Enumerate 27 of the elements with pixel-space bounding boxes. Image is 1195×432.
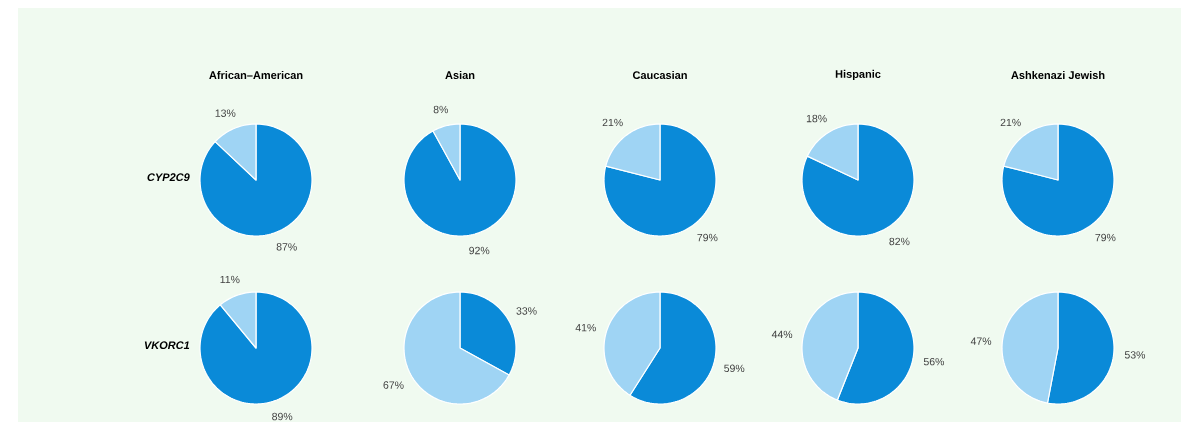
data-label: 89% [272, 412, 293, 421]
data-label: 41% [575, 324, 596, 332]
data-label: 82% [889, 237, 910, 246]
chart-title: Ashkenazi Jewish [1011, 70, 1105, 80]
data-label: 47% [970, 337, 992, 345]
text: VKORC1 [144, 341, 190, 350]
data-label: 11% [220, 275, 240, 284]
data-label: 18% [806, 114, 827, 123]
chart-title: Caucasian [632, 70, 687, 80]
text: CYP2C9 [147, 173, 190, 182]
chart-title: Hispanic [835, 69, 881, 81]
data-label: 87% [276, 243, 297, 251]
data-label: 44% [771, 330, 793, 339]
data-label: 56% [923, 357, 945, 366]
data-label: 59% [724, 364, 745, 373]
data-label: 13% [215, 109, 236, 117]
data-label: 33% [516, 307, 537, 315]
chart-title: African–American [209, 70, 303, 80]
data-label: 79% [1095, 233, 1116, 242]
chart-title: Asian [445, 70, 475, 80]
data-label: 67% [383, 381, 404, 389]
data-label: 92% [469, 246, 490, 255]
data-label: 21% [1000, 118, 1021, 127]
data-label: 53% [1124, 351, 1146, 359]
data-label: 8% [433, 105, 448, 114]
data-label: 21% [602, 118, 623, 127]
data-label: 79% [697, 233, 718, 242]
